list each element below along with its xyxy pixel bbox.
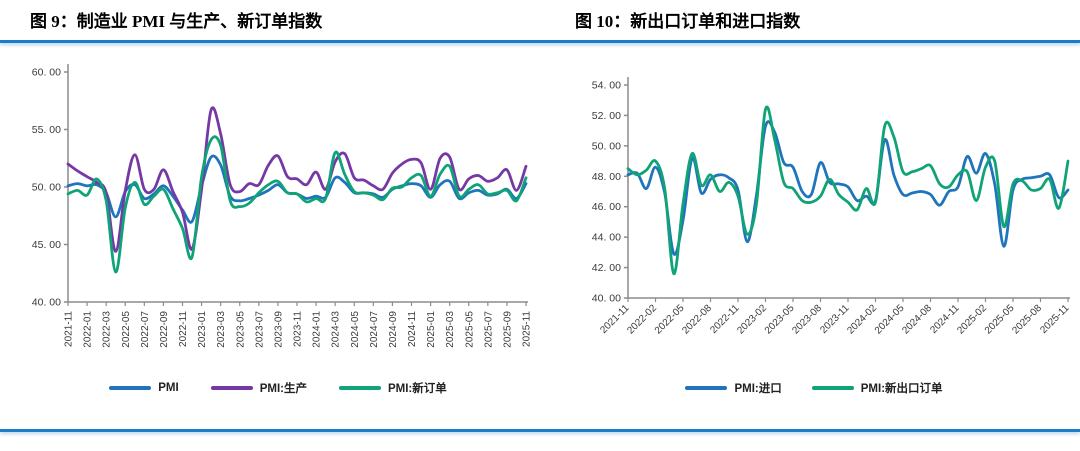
svg-text:40. 00: 40. 00 — [592, 293, 621, 305]
svg-text:2024-07: 2024-07 — [369, 311, 380, 348]
svg-text:2025-07: 2025-07 — [483, 311, 494, 348]
svg-text:2024-03: 2024-03 — [331, 311, 342, 348]
svg-text:2025-05: 2025-05 — [464, 311, 475, 348]
svg-text:44. 00: 44. 00 — [592, 232, 621, 244]
legend-label: PMI:新订单 — [387, 383, 447, 395]
svg-text:52. 00: 52. 00 — [592, 110, 621, 122]
svg-text:2023-03: 2023-03 — [216, 311, 227, 348]
svg-text:2021-11: 2021-11 — [64, 311, 75, 347]
svg-text:2023-08: 2023-08 — [790, 302, 824, 336]
svg-text:2025-09: 2025-09 — [502, 311, 513, 348]
svg-text:45. 00: 45. 00 — [32, 239, 61, 251]
imports-line-swatch — [685, 386, 728, 390]
svg-text:42. 00: 42. 00 — [592, 262, 621, 274]
svg-text:40. 00: 40. 00 — [32, 297, 61, 309]
svg-text:2022-05: 2022-05 — [121, 311, 132, 348]
svg-text:2022-07: 2022-07 — [140, 311, 151, 348]
svg-text:2024-01: 2024-01 — [312, 311, 323, 348]
svg-text:2024-11: 2024-11 — [407, 311, 418, 347]
svg-text:55. 00: 55. 00 — [32, 124, 61, 136]
svg-text:60. 00: 60. 00 — [32, 67, 61, 79]
svg-text:50. 00: 50. 00 — [592, 140, 621, 152]
legend-item-new-orders: PMI:新订单 — [338, 380, 447, 396]
svg-text:2022-03: 2022-03 — [102, 311, 113, 348]
svg-text:2023-09: 2023-09 — [273, 311, 284, 348]
svg-text:50. 00: 50. 00 — [32, 182, 61, 194]
svg-text:2022-01: 2022-01 — [83, 311, 94, 348]
legend-item-new-export-orders: PMI:新出口订单 — [811, 380, 943, 396]
svg-text:2024-05: 2024-05 — [350, 311, 361, 348]
svg-text:2024-08: 2024-08 — [900, 302, 934, 336]
production-line-swatch — [210, 386, 253, 390]
svg-text:2022-09: 2022-09 — [159, 311, 170, 348]
legend-item-imports: PMI:进口 — [685, 380, 782, 396]
svg-text:2023-11: 2023-11 — [293, 311, 304, 347]
top-divider — [0, 40, 1080, 43]
legend-label: PMI:进口 — [734, 383, 782, 395]
svg-text:2025-11: 2025-11 — [1038, 302, 1072, 336]
bottom-divider — [0, 429, 1080, 432]
svg-text:2023-01: 2023-01 — [197, 311, 208, 348]
svg-text:54. 00: 54. 00 — [592, 80, 621, 92]
figure9-legend: PMI PMI:生产 PMI:新订单 — [18, 380, 538, 396]
legend-item-pmi: PMI — [109, 382, 179, 394]
figure9-chart: 40. 00 45. 00 50. 00 55. 00 60. 00 2021-11 202… — [32, 64, 533, 348]
svg-text:2025-08: 2025-08 — [1010, 302, 1044, 336]
svg-text:46. 00: 46. 00 — [592, 201, 621, 213]
legend-item-production: PMI:生产 — [210, 380, 307, 396]
new-orders-line-swatch — [338, 386, 381, 390]
legend-label: PMI:新出口订单 — [860, 383, 943, 395]
new-export-orders-line-swatch — [811, 386, 854, 390]
pmi-line-swatch — [109, 386, 152, 390]
legend-label: PMI:生产 — [259, 383, 307, 395]
svg-text:2022-08: 2022-08 — [680, 302, 714, 336]
figure10-chart: 40. 00 42. 00 44. 00 46. 00 48. 00 50. 00 52. … — [592, 77, 1072, 336]
svg-text:2023-07: 2023-07 — [254, 311, 265, 348]
svg-text:2025-11: 2025-11 — [522, 311, 533, 347]
svg-text:2022-11: 2022-11 — [178, 311, 189, 347]
figure10-legend: PMI:进口 PMI:新出口订单 — [548, 380, 1080, 396]
legend-label: PMI — [158, 382, 179, 394]
svg-text:2023-05: 2023-05 — [235, 311, 246, 348]
svg-text:2024-09: 2024-09 — [388, 311, 399, 348]
svg-text:48. 00: 48. 00 — [592, 171, 621, 183]
figure10-title: 图 10：新出口订单和进口指数 — [575, 12, 801, 31]
svg-text:2025-03: 2025-03 — [445, 311, 456, 348]
svg-text:2025-01: 2025-01 — [426, 311, 437, 348]
figure9-title: 图 9：制造业 PMI 与生产、新订单指数 — [30, 12, 323, 31]
